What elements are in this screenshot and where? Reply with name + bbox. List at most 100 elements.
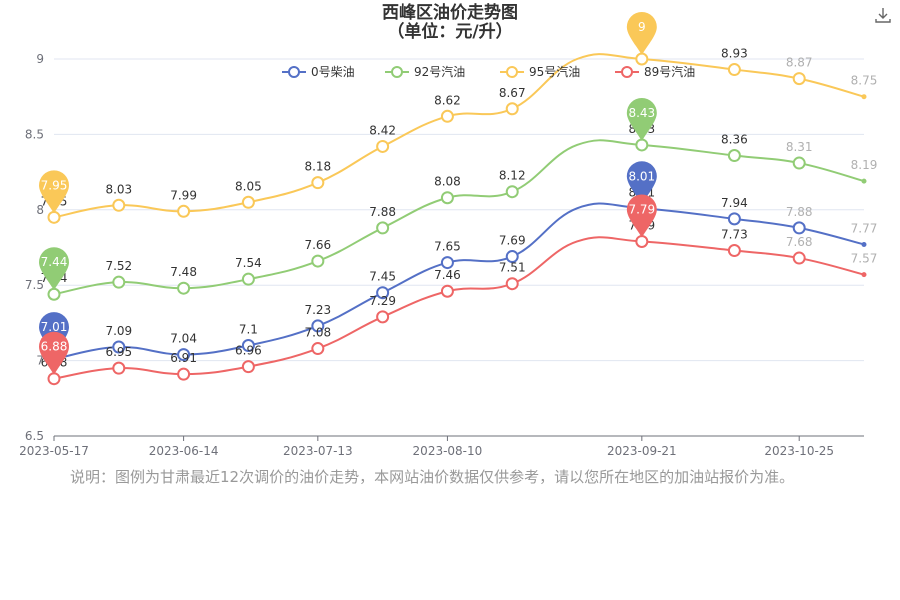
data-point bbox=[792, 72, 806, 86]
data-label: 7.88 bbox=[786, 205, 813, 219]
data-label: 7.45 bbox=[369, 270, 396, 284]
data-label: 7.77 bbox=[851, 221, 878, 235]
x-tick-label: 2023-07-13 bbox=[283, 444, 353, 458]
data-point bbox=[635, 52, 649, 66]
y-tick-label: 9 bbox=[36, 52, 44, 66]
data-point bbox=[112, 340, 126, 354]
data-label: 7.08 bbox=[304, 326, 331, 340]
legend-label: 0号柴油 bbox=[311, 65, 355, 79]
legend-marker bbox=[288, 66, 300, 78]
y-tick-label: 7 bbox=[36, 354, 44, 368]
pin-shape bbox=[39, 247, 69, 291]
legend-item-1[interactable]: 92号汽油 bbox=[385, 64, 465, 79]
data-point bbox=[311, 319, 325, 333]
legend-label: 92号汽油 bbox=[414, 64, 465, 79]
data-label: 8.67 bbox=[499, 86, 526, 100]
data-point bbox=[112, 361, 126, 375]
data-point bbox=[177, 367, 191, 381]
data-point bbox=[177, 348, 191, 362]
pin-marker: 8.01 bbox=[626, 161, 657, 205]
data-point bbox=[440, 191, 454, 205]
data-label: 7.69 bbox=[499, 234, 526, 248]
data-point bbox=[440, 284, 454, 298]
data-point bbox=[376, 139, 390, 153]
data-label: 8.18 bbox=[304, 160, 331, 174]
legend-item-3[interactable]: 89号汽油 bbox=[615, 64, 695, 79]
data-label: 7.66 bbox=[304, 238, 331, 252]
data-label: 8.08 bbox=[434, 175, 461, 189]
data-point bbox=[505, 185, 519, 199]
pin-marker: 8.43 bbox=[626, 97, 657, 141]
data-label: 8.03 bbox=[105, 182, 132, 196]
data-label: 7.04 bbox=[170, 332, 197, 346]
pin-marker: 7.44 bbox=[39, 247, 69, 291]
data-point bbox=[47, 210, 61, 224]
data-label: 8.42 bbox=[369, 123, 396, 137]
data-point bbox=[792, 156, 806, 170]
data-label: 7.57 bbox=[851, 252, 878, 266]
data-point bbox=[505, 102, 519, 116]
chart-note: 说明：图例为甘肃最近12次调价的油价走势，本网站油价数据仅供参考，请以您所在地区… bbox=[70, 468, 795, 486]
pin-shape bbox=[626, 161, 657, 205]
data-point bbox=[241, 195, 255, 209]
legend-label: 89号汽油 bbox=[644, 64, 695, 79]
data-label: 7.73 bbox=[721, 228, 748, 242]
pin-marker: 6.88 bbox=[39, 331, 69, 375]
data-label: 7.54 bbox=[235, 256, 262, 270]
pin-label: 7.44 bbox=[41, 255, 68, 269]
data-point bbox=[727, 149, 741, 163]
data-label: 6.95 bbox=[105, 345, 132, 359]
data-label: 8.19 bbox=[851, 158, 878, 172]
data-label: 7.51 bbox=[499, 261, 526, 275]
data-label: 7.65 bbox=[434, 240, 461, 254]
data-label: 7.48 bbox=[170, 265, 197, 279]
data-label: 7.52 bbox=[105, 259, 132, 273]
data-point bbox=[635, 234, 649, 248]
data-point bbox=[241, 339, 255, 353]
legend-item-0[interactable]: 0号柴油 bbox=[282, 65, 355, 79]
legend-item-2[interactable]: 95号汽油 bbox=[500, 64, 580, 79]
legend-marker bbox=[621, 66, 633, 78]
x-tick-label: 2023-08-10 bbox=[413, 444, 483, 458]
y-tick-label: 8 bbox=[36, 203, 44, 217]
chart-title: 西峰区油价走势图 （单位：元/升） bbox=[0, 4, 900, 42]
y-tick-label: 6.5 bbox=[25, 429, 44, 443]
legend-label: 95号汽油 bbox=[529, 64, 580, 79]
legend-marker bbox=[506, 66, 518, 78]
chart-title-line1: 西峰区油价走势图 bbox=[382, 3, 518, 23]
pin-label: 7.01 bbox=[41, 320, 68, 334]
pin-shape bbox=[626, 12, 657, 56]
data-label: 7.46 bbox=[434, 268, 461, 282]
data-point bbox=[311, 254, 325, 268]
chart-title-line2: （单位：元/升） bbox=[387, 22, 513, 42]
data-point bbox=[177, 204, 191, 218]
data-point bbox=[861, 272, 867, 278]
data-point bbox=[727, 63, 741, 77]
x-tick-label: 2023-06-14 bbox=[149, 444, 219, 458]
data-label: 6.96 bbox=[235, 344, 262, 358]
data-label: 8.62 bbox=[434, 93, 461, 107]
x-tick-label: 2023-09-21 bbox=[607, 444, 677, 458]
data-point bbox=[376, 286, 390, 300]
data-point bbox=[440, 256, 454, 270]
pin-marker: 9 bbox=[626, 12, 657, 56]
data-label: 8.31 bbox=[786, 140, 813, 154]
data-point bbox=[47, 287, 61, 301]
pin-shape bbox=[39, 170, 69, 214]
data-label: 7.1 bbox=[239, 323, 258, 337]
pin-shape bbox=[626, 97, 657, 141]
data-label: 7.23 bbox=[304, 303, 331, 317]
pin-label: 8.01 bbox=[628, 169, 655, 183]
data-label: 8.05 bbox=[235, 179, 262, 193]
download-icon[interactable] bbox=[874, 6, 892, 24]
data-point bbox=[376, 221, 390, 235]
data-label: 7.94 bbox=[721, 196, 748, 210]
data-label: 8.87 bbox=[786, 56, 813, 70]
pin-label: 7.79 bbox=[628, 202, 655, 216]
data-label: 6.91 bbox=[170, 351, 197, 365]
pin-shape bbox=[39, 331, 69, 375]
data-label: 8.12 bbox=[499, 169, 526, 183]
data-label: 8.75 bbox=[851, 74, 878, 88]
data-point bbox=[505, 250, 519, 264]
x-tick-label: 2023-05-17 bbox=[19, 444, 89, 458]
